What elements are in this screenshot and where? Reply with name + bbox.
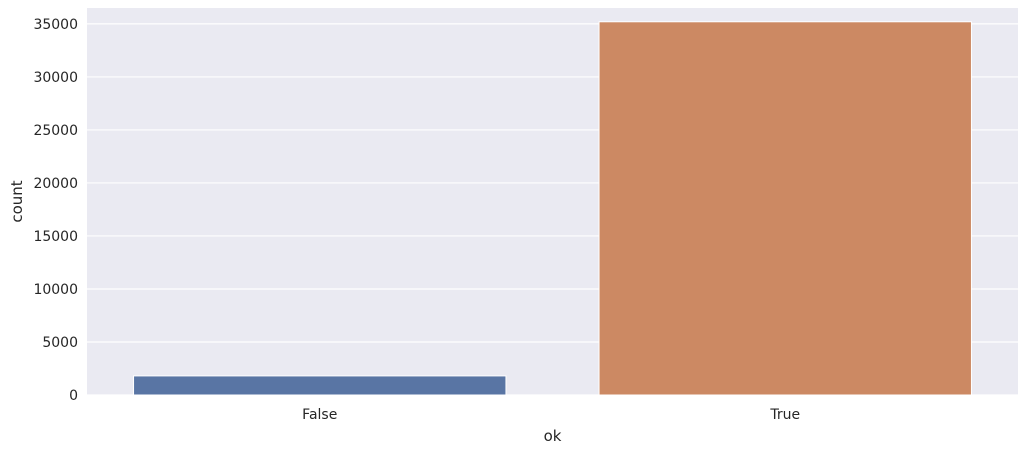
- x-tick-label: False: [302, 407, 337, 423]
- y-tick-label: 30000: [33, 70, 78, 86]
- y-axis-label: count: [8, 180, 26, 222]
- bars: [133, 21, 972, 396]
- y-tick-labels: 0 5000 10000 15000 20000 25000 30000 35000: [33, 17, 78, 404]
- y-tick-label: 35000: [33, 17, 78, 33]
- y-tick-label: 10000: [33, 282, 78, 298]
- bar-false: [133, 375, 507, 396]
- x-tick-label: True: [769, 407, 800, 423]
- y-tick-label: 5000: [42, 335, 78, 351]
- x-tick-labels: False True: [302, 407, 800, 423]
- x-axis-label: ok: [544, 427, 562, 445]
- y-tick-label: 0: [69, 388, 78, 404]
- bar-true: [598, 21, 972, 396]
- y-tick-label: 15000: [33, 229, 78, 245]
- y-tick-label: 25000: [33, 123, 78, 139]
- y-tick-label: 20000: [33, 176, 78, 192]
